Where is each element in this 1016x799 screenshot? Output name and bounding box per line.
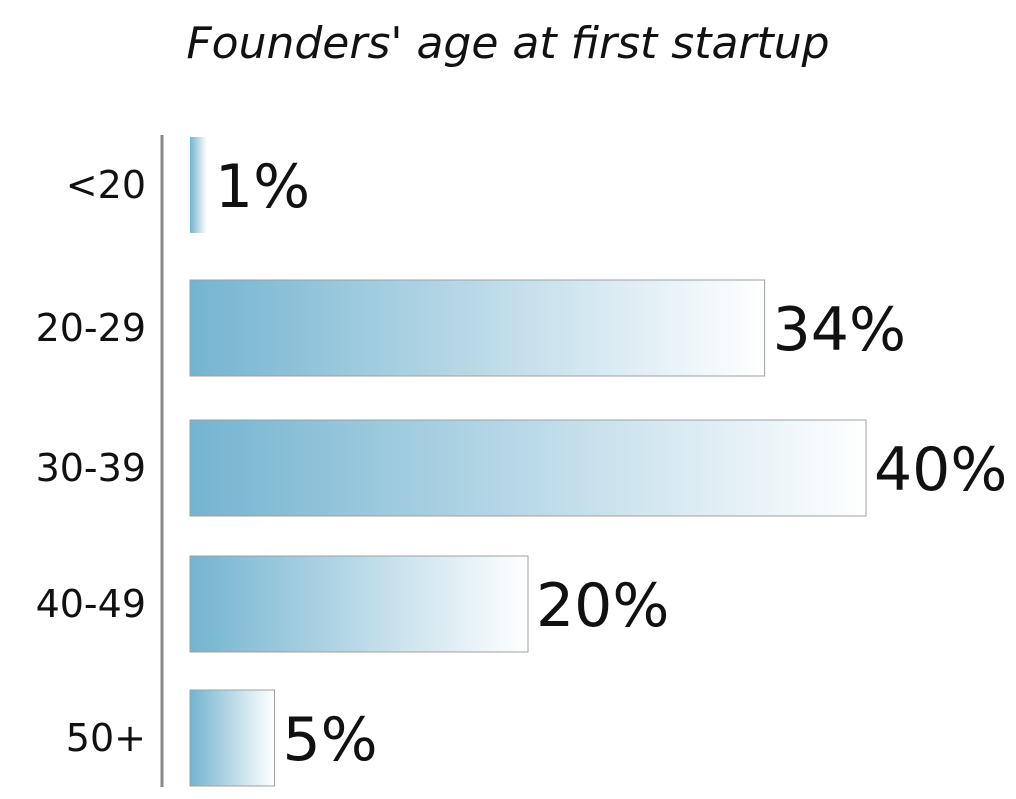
category-label-2: 30-39 [36, 446, 146, 490]
bar-4 [189, 689, 275, 787]
category-label-4: 50+ [66, 716, 146, 760]
value-label-3: 20% [536, 571, 669, 641]
chart-title: Founders' age at first startup [186, 18, 829, 69]
bars-group [189, 137, 867, 787]
bar-1 [189, 279, 766, 377]
value-label-0: 1% [215, 152, 310, 222]
category-label-3: 40-49 [36, 582, 146, 626]
bar-2 [189, 419, 867, 517]
value-label-4: 5% [283, 705, 378, 775]
value-label-2: 40% [874, 435, 1007, 505]
category-label-0: <20 [66, 163, 146, 207]
category-label-1: 20-29 [36, 306, 146, 350]
bar-3 [189, 555, 529, 653]
value-labels-group: 1% 34% 40% 20% 5% [215, 152, 1007, 775]
value-label-1: 34% [773, 295, 906, 365]
bar-0 [190, 137, 207, 233]
category-labels-group: <20 20-29 30-39 40-49 50+ [36, 163, 146, 760]
